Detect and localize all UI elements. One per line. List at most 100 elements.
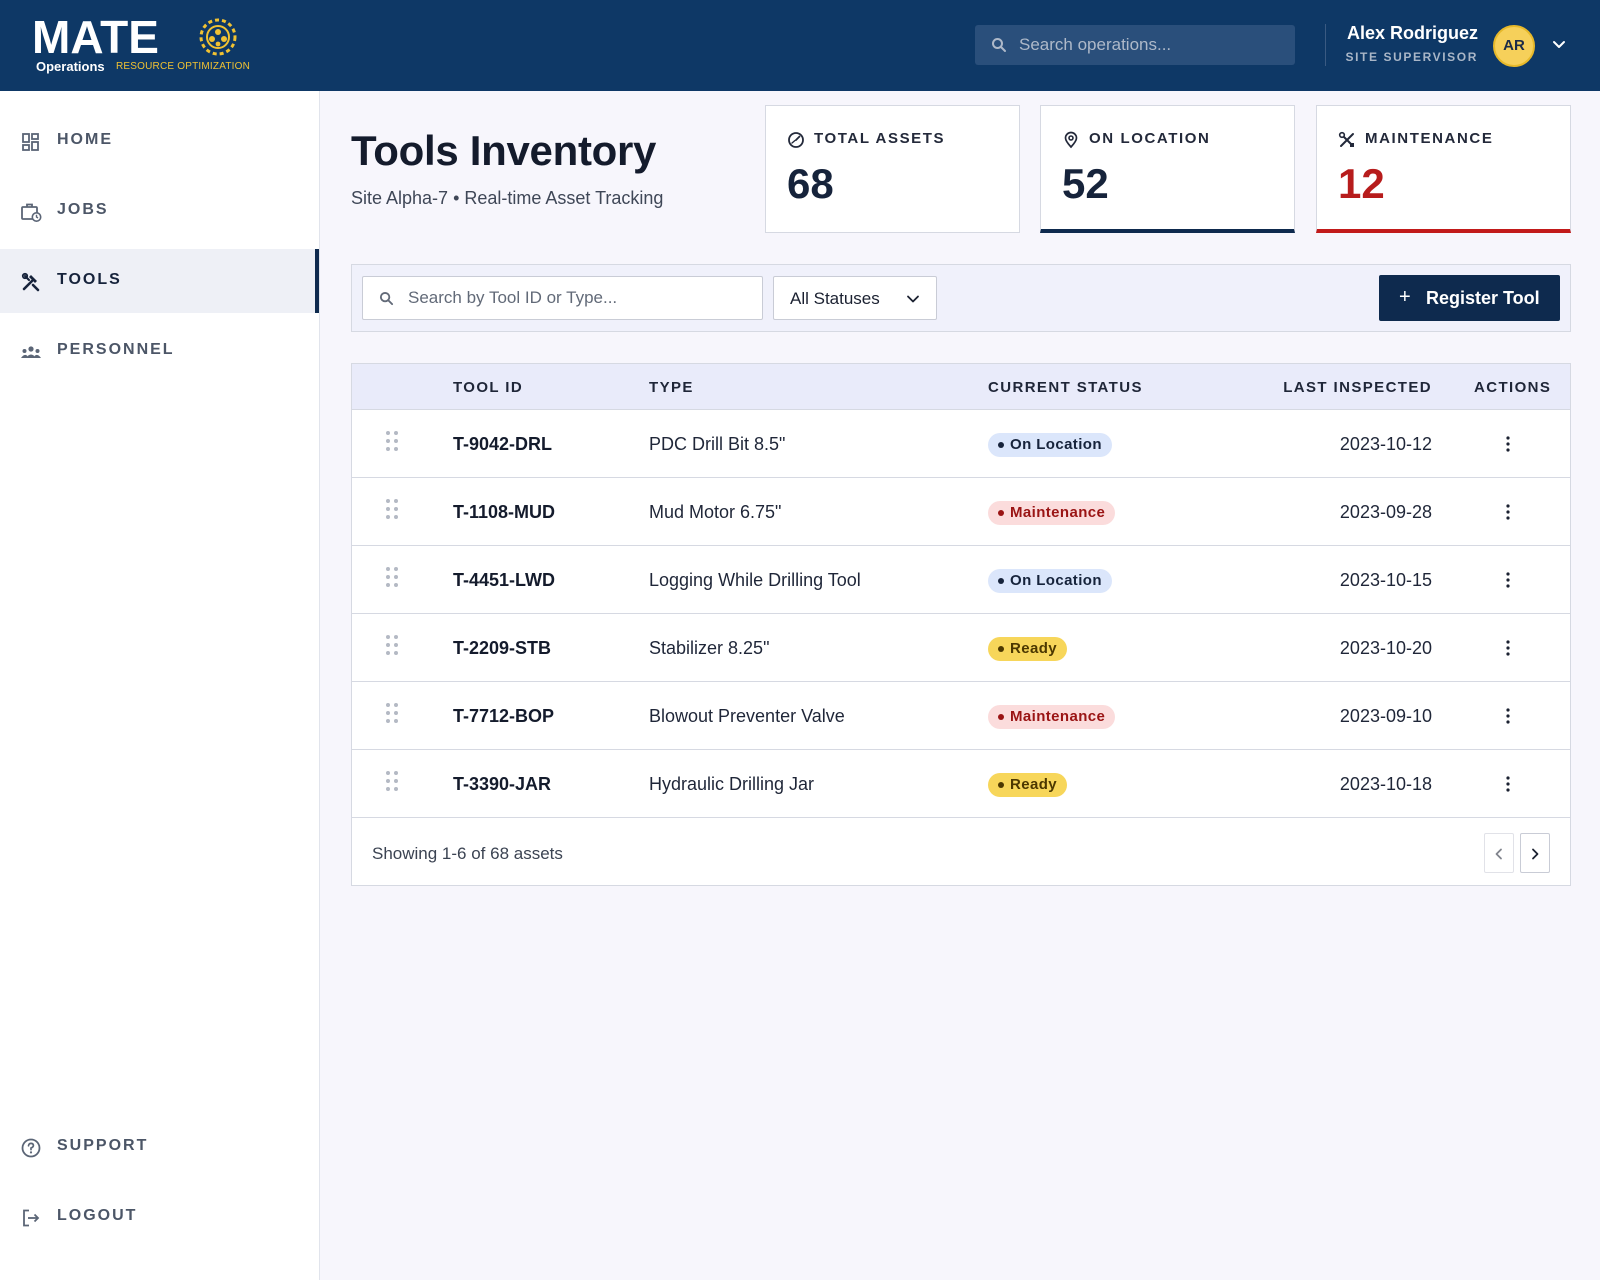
stat-card-maintenance: MAINTENANCE 12	[1316, 105, 1571, 233]
column-header-status[interactable]: CURRENT STATUS	[988, 379, 1143, 396]
tool-type: Hydraulic Drilling Jar	[649, 774, 815, 794]
stat-card-total-assets: TOTAL ASSETS 68	[765, 105, 1020, 233]
tool-id[interactable]: T-4451-LWD	[453, 570, 556, 590]
tool-type: Blowout Preventer Valve	[649, 706, 845, 726]
briefcase-clock-icon	[21, 203, 42, 222]
column-header-actions: ACTIONS	[1474, 379, 1552, 396]
sidebar-item-label: HOME	[57, 131, 113, 148]
logo-tagline: RESOURCE OPTIMIZATION	[116, 61, 251, 72]
more-vertical-icon[interactable]	[1502, 570, 1514, 590]
tool-type: Logging While Drilling Tool	[649, 570, 861, 590]
tool-id[interactable]: T-9042-DRL	[453, 434, 553, 454]
stat-value: 52	[1062, 160, 1109, 207]
tool-id[interactable]: T-1108-MUD	[453, 502, 556, 522]
tool-type: Mud Motor 6.75"	[649, 502, 782, 522]
last-inspected: 2023-10-18	[1339, 774, 1432, 794]
drag-handle-icon[interactable]	[385, 430, 399, 452]
avatar[interactable]: AR	[1493, 25, 1535, 67]
stat-card-on-location: ON LOCATION 52	[1040, 105, 1295, 233]
stat-label: ON LOCATION	[1089, 130, 1211, 147]
user-role: SITE SUPERVISOR	[1345, 50, 1478, 64]
more-vertical-icon[interactable]	[1502, 774, 1514, 794]
global-search-input[interactable]	[1019, 25, 1289, 65]
column-header-type[interactable]: TYPE	[649, 379, 694, 396]
column-header-tool-id[interactable]: TOOL ID	[453, 379, 524, 396]
sidebar-item-jobs[interactable]: JOBS	[0, 179, 319, 243]
tool-search[interactable]	[362, 276, 763, 320]
table-row[interactable]: T-1108-MUD Mud Motor 6.75" Maintenance 2…	[352, 478, 1570, 546]
table-row[interactable]: T-7712-BOP Blowout Preventer Valve Maint…	[352, 682, 1570, 750]
status-filter-select[interactable]: All Statuses	[773, 276, 937, 320]
column-header-last-inspected[interactable]: LAST INSPECTED	[1283, 379, 1432, 396]
more-vertical-icon[interactable]	[1502, 502, 1514, 522]
next-page-button[interactable]	[1520, 833, 1550, 873]
tool-id[interactable]: T-7712-BOP	[453, 706, 555, 726]
wrench-cross-icon	[1338, 131, 1354, 147]
page-title: Tools Inventory	[351, 127, 657, 174]
sidebar-item-label: LOGOUT	[57, 1207, 138, 1224]
last-inspected: 2023-09-28	[1339, 502, 1432, 522]
sidebar-item-personnel[interactable]: PERSONNEL	[0, 319, 319, 383]
drag-handle-icon[interactable]	[385, 770, 399, 792]
sidebar-item-label: PERSONNEL	[57, 341, 175, 358]
sidebar-item-home[interactable]: HOME	[0, 109, 319, 173]
logo-subtitle: Operations	[36, 59, 105, 74]
logo-wordmark: MATE	[32, 11, 159, 63]
more-vertical-icon[interactable]	[1502, 434, 1514, 454]
help-circle-icon	[21, 1138, 41, 1158]
last-inspected: 2023-10-15	[1339, 570, 1432, 590]
sidebar-item-label: TOOLS	[57, 271, 122, 288]
status-badge: Ready	[988, 773, 1068, 797]
location-pin-icon	[1064, 131, 1078, 149]
tool-search-input[interactable]	[408, 277, 758, 319]
table-row[interactable]: T-4451-LWD Logging While Drilling Tool O…	[352, 546, 1570, 614]
top-bar: MATE Operations RESOURCE OPTIMIZATION Al…	[0, 0, 1600, 91]
table-row[interactable]: T-2209-STB Stabilizer 8.25" Ready 2023-1…	[352, 614, 1570, 682]
drag-handle-icon[interactable]	[385, 498, 399, 520]
chevron-down-icon[interactable]	[1550, 36, 1568, 54]
page-subtitle: Site Alpha-7 • Real-time Asset Tracking	[351, 188, 664, 208]
more-vertical-icon[interactable]	[1502, 638, 1514, 658]
table-row[interactable]: T-3390-JAR Hydraulic Drilling Jar Ready …	[352, 750, 1570, 818]
chevron-left-icon	[1495, 848, 1502, 860]
global-search[interactable]	[975, 25, 1295, 65]
tool-id[interactable]: T-3390-JAR	[453, 774, 552, 794]
previous-page-button[interactable]	[1484, 833, 1514, 873]
sidebar-item-logout[interactable]: LOGOUT	[0, 1185, 319, 1249]
sidebar-item-label: SUPPORT	[57, 1137, 149, 1154]
status-filter-value: All Statuses	[790, 289, 880, 308]
tools-icon	[21, 272, 40, 292]
table-row[interactable]: T-9042-DRL PDC Drill Bit 8.5" On Locatio…	[352, 410, 1570, 478]
search-icon	[379, 291, 394, 306]
register-tool-button[interactable]: + Register Tool	[1379, 275, 1560, 321]
last-inspected: 2023-10-20	[1339, 638, 1432, 658]
tools-table: TOOL ID TYPE CURRENT STATUS LAST INSPECT…	[351, 363, 1571, 886]
tool-type: PDC Drill Bit 8.5"	[649, 434, 786, 454]
filter-bar: All Statuses + Register Tool	[351, 264, 1571, 332]
status-badge: Ready	[988, 637, 1068, 661]
sidebar-item-support[interactable]: SUPPORT	[0, 1115, 319, 1179]
sidebar: HOME JOBS TOOLS PERSONNEL	[0, 91, 320, 1280]
gauge-icon	[788, 132, 804, 148]
more-vertical-icon[interactable]	[1502, 706, 1514, 726]
logout-icon	[23, 1209, 40, 1227]
last-inspected: 2023-10-12	[1339, 434, 1432, 454]
drag-handle-icon[interactable]	[385, 566, 399, 588]
status-badge: On Location	[988, 433, 1112, 457]
status-badge: Maintenance	[988, 705, 1116, 729]
user-name: Alex Rodriguez	[1346, 23, 1478, 43]
chevron-down-icon	[907, 295, 919, 303]
drag-handle-icon[interactable]	[385, 702, 399, 724]
last-inspected: 2023-09-10	[1339, 706, 1432, 726]
gear-people-icon	[199, 18, 237, 56]
tool-id[interactable]: T-2209-STB	[453, 638, 552, 658]
sidebar-item-tools[interactable]: TOOLS	[0, 249, 319, 313]
search-icon	[992, 38, 1006, 52]
brand-logo[interactable]: MATE Operations RESOURCE OPTIMIZATION	[32, 14, 252, 76]
status-badge: Maintenance	[988, 501, 1116, 525]
header-divider	[1325, 24, 1326, 66]
stat-label: TOTAL ASSETS	[814, 130, 946, 147]
status-badge: On Location	[988, 569, 1112, 593]
drag-handle-icon[interactable]	[385, 634, 399, 656]
stat-value: 68	[787, 160, 834, 207]
